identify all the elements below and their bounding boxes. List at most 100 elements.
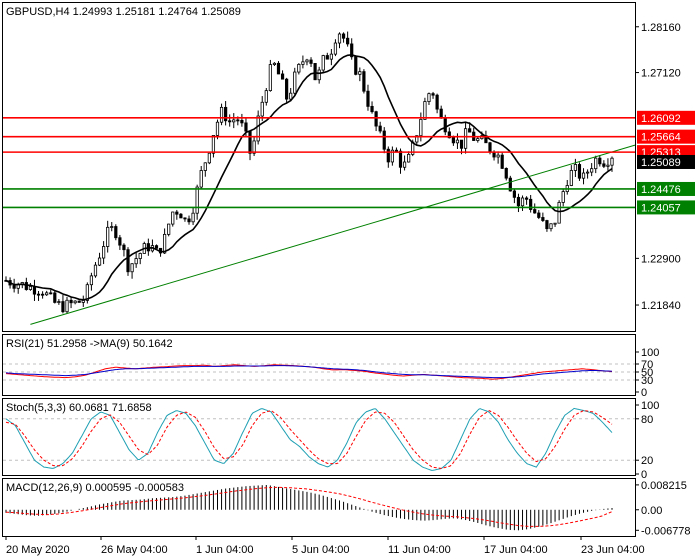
price-tick-label: 1.22900 (641, 253, 681, 265)
candle-body (32, 286, 37, 295)
candle (106, 220, 110, 253)
candle (529, 194, 533, 213)
candle-body (537, 212, 541, 218)
candle-body (329, 53, 333, 60)
stoch-tick-label: 80 (641, 414, 653, 426)
candle (585, 169, 590, 179)
stoch-label: Stoch(5,3,3) 60.0681 71.6858 (6, 402, 152, 414)
candle-body (370, 105, 374, 113)
candle-body (195, 186, 199, 214)
candle (240, 113, 244, 127)
candle-body (533, 209, 537, 214)
candle-body (581, 172, 586, 179)
candle (394, 147, 399, 152)
candle-body (346, 37, 350, 45)
candle (524, 196, 529, 205)
candle (85, 282, 89, 304)
candle-body (199, 170, 203, 188)
candle (73, 300, 77, 305)
candle (350, 38, 354, 60)
candle (333, 39, 338, 57)
candle (187, 215, 191, 225)
candle-body (211, 135, 216, 154)
resistance-level-value: 1.26092 (641, 113, 681, 125)
candle (126, 247, 130, 276)
candle-body (313, 63, 317, 81)
candle-body (358, 71, 362, 75)
candle (301, 55, 305, 69)
candle (504, 167, 508, 181)
price-layer: 1.260921.256641.253131.244761.240571.250… (3, 31, 695, 325)
candle-body (289, 92, 293, 100)
candle (53, 290, 57, 304)
candle (370, 101, 374, 114)
current-price-value: 1.25089 (641, 157, 681, 169)
candle (293, 67, 297, 96)
time-tick-label: 26 May 04:00 (101, 544, 168, 556)
candle-body (557, 202, 561, 224)
time-tick-label: 17 Jun 04:00 (484, 544, 548, 556)
candle-body (398, 150, 403, 168)
candle (110, 222, 114, 232)
candle-body (97, 257, 102, 266)
candle-body (374, 111, 378, 127)
candle (354, 55, 358, 76)
candle (244, 118, 248, 137)
stoch-panel-frame (2, 398, 636, 476)
candle (573, 158, 577, 178)
candle (57, 299, 61, 305)
candle-body (590, 168, 594, 173)
candle-body (240, 119, 244, 124)
candle-body (415, 135, 419, 143)
stoch-tick-label: 100 (641, 400, 659, 412)
candle (93, 262, 98, 278)
candle (97, 252, 102, 267)
candle-body (154, 245, 159, 249)
candle-body (106, 226, 110, 247)
candle-body (508, 177, 512, 192)
candle (65, 296, 69, 314)
candle-body (65, 299, 69, 313)
candle (537, 210, 541, 220)
candle (407, 151, 411, 163)
candle-body (606, 164, 610, 167)
candle-body (553, 222, 557, 225)
candle-body (93, 264, 98, 277)
candle (199, 166, 203, 189)
support-trendline (30, 144, 636, 325)
time-tick-label: 1 Jun 04:00 (196, 544, 254, 556)
candle-body (77, 300, 81, 303)
candle-body (402, 161, 407, 168)
candle-body (24, 282, 28, 290)
time-tick-label: 20 May 2020 (6, 544, 70, 556)
candle (313, 63, 317, 81)
candle (390, 146, 394, 166)
candle-body (114, 226, 118, 239)
candle-body (317, 69, 321, 81)
candle-body (598, 157, 602, 165)
candle (346, 31, 350, 47)
rsi-tick-label: 70 (641, 359, 653, 371)
candle-body (407, 153, 411, 163)
candle-body (390, 149, 394, 163)
candle (329, 49, 333, 66)
candle-body (89, 275, 94, 286)
candle-body (215, 121, 220, 136)
candle-body (175, 211, 179, 215)
candle (191, 207, 195, 225)
candle (374, 110, 378, 132)
candle (163, 228, 167, 254)
candle (500, 152, 504, 169)
candle (114, 224, 118, 241)
macd-panel-frame (2, 478, 636, 537)
symbol-header: GBPUSD,H4 1.24993 1.25181 1.24764 1.2508… (6, 6, 241, 18)
candle-body (268, 64, 272, 92)
candle (167, 223, 171, 237)
candle-body (382, 130, 386, 150)
candle-body (53, 292, 57, 303)
candle-body (496, 154, 500, 158)
candle-body (366, 90, 370, 107)
time-tick-label: 23 Jun 04:00 (581, 544, 645, 556)
candle-body (541, 217, 545, 221)
